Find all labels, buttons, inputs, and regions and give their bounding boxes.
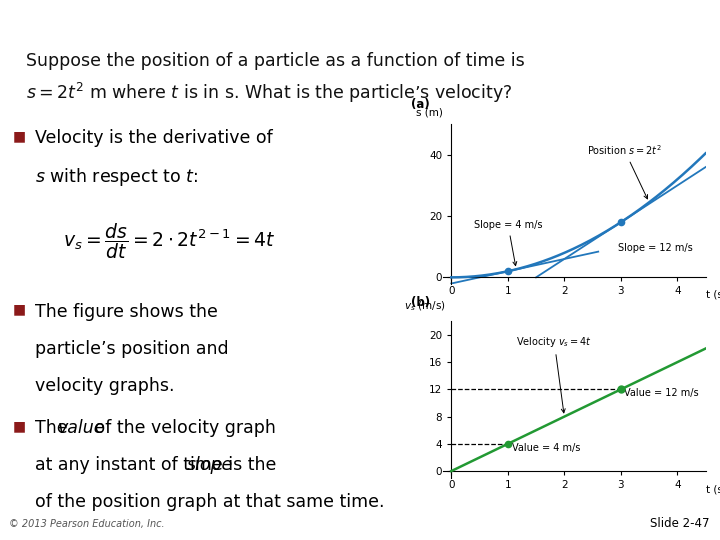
Text: slope: slope bbox=[187, 456, 233, 474]
Y-axis label: s (m): s (m) bbox=[416, 108, 443, 118]
Text: ■: ■ bbox=[12, 302, 25, 316]
Text: © 2013 Pearson Education, Inc.: © 2013 Pearson Education, Inc. bbox=[9, 518, 164, 529]
Text: Value = 4 m/s: Value = 4 m/s bbox=[513, 443, 581, 453]
Text: of the velocity graph: of the velocity graph bbox=[89, 419, 276, 437]
Text: Value = 12 m/s: Value = 12 m/s bbox=[624, 388, 698, 398]
Text: Position $s = 2t^2$: Position $s = 2t^2$ bbox=[587, 143, 662, 199]
Text: at any instant of time is the: at any instant of time is the bbox=[35, 456, 282, 474]
Text: Suppose the position of a particle as a function of time is
$s = 2t^2$ m where $: Suppose the position of a particle as a … bbox=[26, 52, 525, 105]
Text: The figure shows the: The figure shows the bbox=[35, 302, 218, 321]
Text: Velocity $v_s = 4t$: Velocity $v_s = 4t$ bbox=[516, 335, 593, 413]
X-axis label: t (s): t (s) bbox=[706, 484, 720, 494]
Text: velocity graphs.: velocity graphs. bbox=[35, 376, 174, 395]
Text: ■: ■ bbox=[12, 129, 25, 143]
Text: Velocity is the derivative of: Velocity is the derivative of bbox=[35, 129, 273, 147]
Y-axis label: $v_s$ (m/s): $v_s$ (m/s) bbox=[404, 300, 445, 313]
Text: The: The bbox=[35, 419, 73, 437]
Text: of the position graph at that same time.: of the position graph at that same time. bbox=[35, 493, 384, 511]
Text: particle’s position and: particle’s position and bbox=[35, 340, 229, 357]
Text: $s$ with respect to $t$:: $s$ with respect to $t$: bbox=[35, 166, 198, 188]
X-axis label: t (s): t (s) bbox=[706, 290, 720, 300]
Text: (b): (b) bbox=[411, 295, 431, 309]
Text: value: value bbox=[58, 419, 105, 437]
Text: (a): (a) bbox=[411, 98, 430, 111]
Text: Slope = 12 m/s: Slope = 12 m/s bbox=[618, 244, 693, 253]
Text: $v_s = \dfrac{ds}{dt} = 2 \cdot 2t^{2-1} = 4t$: $v_s = \dfrac{ds}{dt} = 2 \cdot 2t^{2-1}… bbox=[63, 221, 276, 261]
Text: ■: ■ bbox=[12, 419, 25, 433]
Text: Slope = 4 m/s: Slope = 4 m/s bbox=[474, 220, 542, 266]
Text: Slide 2-47: Slide 2-47 bbox=[649, 517, 709, 530]
Text: Derivative Example: Derivative Example bbox=[9, 10, 284, 34]
